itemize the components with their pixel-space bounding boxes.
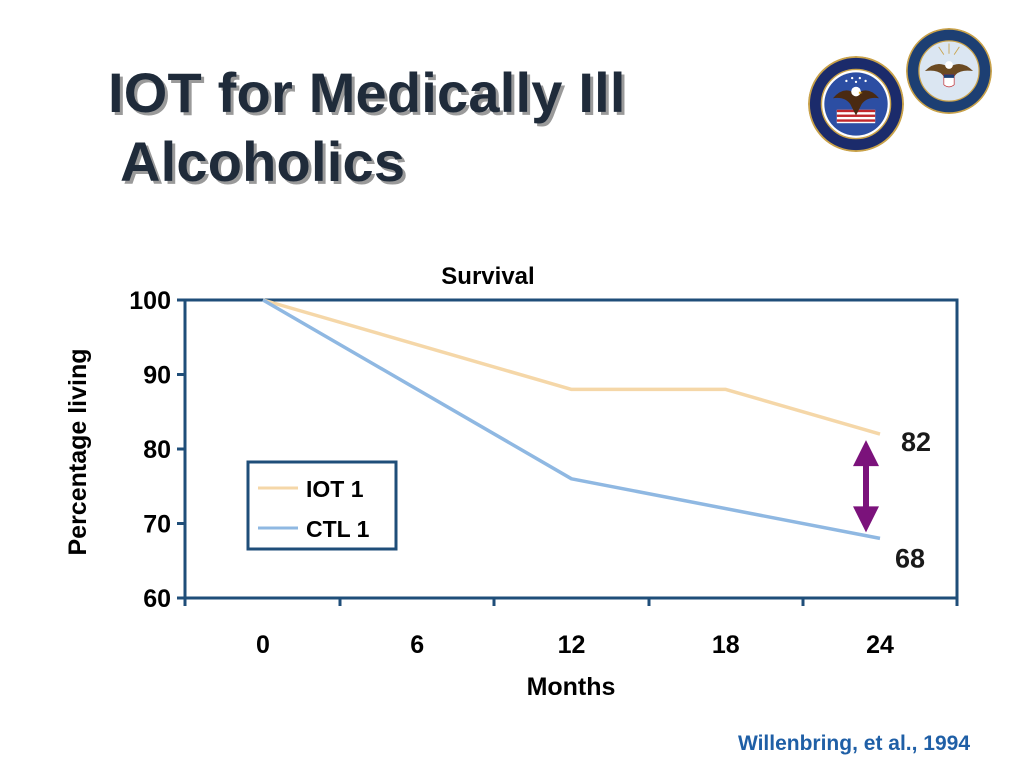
x-axis-ticks: 0 6 12 18 24: [183, 598, 959, 659]
legend-label-ctl: CTL 1: [306, 516, 370, 542]
title-line-2: Alcoholics: [120, 130, 406, 194]
series-line-iot: [262, 298, 881, 436]
plot-frame: [183, 298, 959, 600]
end-value-label: 82: [901, 427, 931, 457]
difference-arrow-head-down: [853, 506, 879, 533]
slide-title: IOT for Medically Ill Alcoholics: [108, 58, 728, 197]
legend: IOT 1 CTL 1: [246, 460, 398, 551]
legend-box: [246, 460, 398, 551]
difference-arrow-head-up: [853, 440, 879, 467]
y-axis-ticks: 100 90 80 70 60: [129, 287, 185, 613]
y-tick-label: 70: [143, 511, 171, 539]
x-axis-label: Months: [527, 673, 616, 701]
title-line-1: IOT for Medically Ill: [108, 61, 626, 124]
chart-title: Survival: [441, 263, 534, 290]
x-tick-label: 24: [866, 631, 894, 659]
series-lines: [262, 298, 881, 541]
y-tick-label: 60: [143, 585, 171, 613]
x-tick-label: 18: [712, 631, 740, 659]
citation: Willenbring, et al., 1994: [737, 732, 970, 755]
y-axis-label: Percentage living: [64, 348, 92, 555]
y-tick-label: 80: [143, 436, 171, 464]
series-line-ctl: [262, 298, 881, 541]
end-value-label: 68: [895, 543, 925, 573]
y-tick-label: 100: [129, 287, 171, 315]
x-tick-label: 0: [256, 631, 270, 659]
y-tick-label: 90: [143, 362, 171, 390]
dod-seal-logo: [906, 28, 992, 114]
x-tick-label: 12: [558, 631, 586, 659]
legend-label-iot: IOT 1: [306, 476, 364, 502]
x-tick-label: 6: [410, 631, 424, 659]
va-seal-logo: [808, 56, 904, 152]
annotations: 82 68: [853, 427, 931, 573]
